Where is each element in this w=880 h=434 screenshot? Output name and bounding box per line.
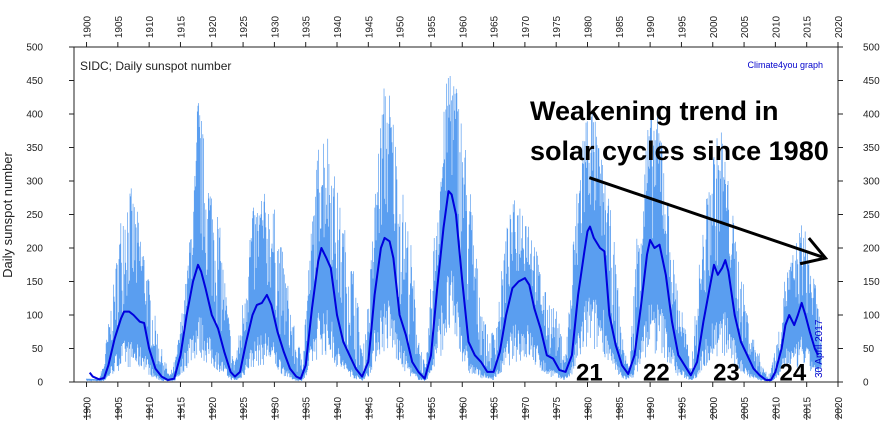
x-tick-label-bottom-1910: 1910 (145, 396, 156, 419)
y-tick-label-right-150: 150 (863, 277, 880, 288)
chart-title: SIDC; Daily sunspot number (80, 59, 231, 73)
y-tick-label-left-350: 350 (26, 143, 43, 154)
x-tick-label-top-1905: 1905 (114, 15, 125, 38)
y-tick-label-right-100: 100 (863, 311, 880, 322)
x-tick-label-bottom-1930: 1930 (270, 396, 281, 419)
x-tick-label-bottom-2000: 2000 (709, 396, 720, 419)
x-tick-label-top-2020: 2020 (834, 15, 845, 38)
y-tick-label-right-450: 450 (863, 76, 880, 87)
x-tick-label-top-1900: 1900 (83, 15, 94, 38)
y-tick-label-right-350: 350 (863, 143, 880, 154)
x-tick-label-top-1930: 1930 (270, 15, 281, 38)
x-tick-label-bottom-1965: 1965 (490, 396, 501, 419)
x-tick-label-bottom-1995: 1995 (677, 396, 688, 419)
y-tick-label-right-50: 50 (863, 344, 875, 355)
x-tick-label-top-1940: 1940 (333, 15, 344, 38)
x-tick-label-top-1945: 1945 (364, 15, 375, 38)
y-tick-label-left-400: 400 (26, 110, 43, 121)
x-tick-label-bottom-2010: 2010 (771, 396, 782, 419)
x-tick-label-top-1990: 1990 (646, 15, 657, 38)
y-tick-label-left-200: 200 (26, 244, 43, 255)
running-mean-line (88, 190, 819, 381)
y-tick-label-left-450: 450 (26, 76, 43, 87)
x-tick-label-top-1980: 1980 (584, 15, 595, 38)
x-tick-label-top-1965: 1965 (490, 15, 501, 38)
x-tick-label-bottom-1915: 1915 (176, 396, 187, 419)
trend-headline-line1: Weakening trend in (530, 96, 779, 126)
x-tick-label-bottom-1990: 1990 (646, 396, 657, 419)
x-tick-label-bottom-1950: 1950 (396, 396, 407, 419)
trend-arrow-shaft (588, 176, 823, 259)
cycle-label-23: 23 (713, 360, 740, 387)
y-tick-label-right-250: 250 (863, 210, 880, 221)
x-tick-label-top-1910: 1910 (145, 15, 156, 38)
y-tick-label-left-250: 250 (26, 210, 43, 221)
x-tick-label-top-1935: 1935 (302, 15, 313, 38)
x-tick-label-bottom-1975: 1975 (552, 396, 563, 419)
x-tick-label-bottom-1960: 1960 (458, 396, 469, 419)
x-tick-label-bottom-1905: 1905 (114, 396, 125, 419)
x-tick-label-top-1960: 1960 (458, 15, 469, 38)
x-tick-label-bottom-1980: 1980 (584, 396, 595, 419)
date-note: 30 April 2017 (814, 319, 825, 378)
axis-ticks (69, 42, 843, 420)
x-tick-label-top-1915: 1915 (176, 15, 187, 38)
x-tick-label-top-1970: 1970 (521, 15, 532, 38)
x-tick-label-top-2015: 2015 (803, 15, 814, 38)
x-tick-label-top-2010: 2010 (771, 15, 782, 38)
y-axis-label: Daily sunspot number (0, 151, 15, 277)
x-tick-label-bottom-1920: 1920 (208, 396, 219, 419)
x-tick-label-bottom-1925: 1925 (239, 396, 250, 419)
trend-headline-line2: solar cycles since 1980 (530, 136, 829, 166)
y-tick-label-right-500: 500 (863, 43, 880, 54)
trend-arrow-head (799, 237, 829, 266)
x-tick-label-top-1950: 1950 (396, 15, 407, 38)
x-tick-label-top-2000: 2000 (709, 15, 720, 38)
x-tick-label-top-1955: 1955 (427, 15, 438, 38)
x-tick-label-bottom-2015: 2015 (803, 396, 814, 419)
x-tick-label-top-1920: 1920 (208, 15, 219, 38)
x-tick-label-top-1995: 1995 (677, 15, 688, 38)
x-tick-label-bottom-1970: 1970 (521, 396, 532, 419)
x-tick-label-bottom-2020: 2020 (834, 396, 845, 419)
cycle-label-24: 24 (780, 360, 807, 387)
y-tick-label-left-50: 50 (32, 344, 44, 355)
x-tick-label-bottom-1935: 1935 (302, 396, 313, 419)
x-tick-label-top-1925: 1925 (239, 15, 250, 38)
y-tick-label-right-200: 200 (863, 244, 880, 255)
y-tick-label-right-400: 400 (863, 110, 880, 121)
y-tick-label-left-0: 0 (37, 378, 43, 389)
cycle-label-22: 22 (643, 360, 670, 387)
x-tick-label-bottom-2005: 2005 (740, 396, 751, 419)
y-tick-label-right-0: 0 (863, 378, 869, 389)
y-tick-label-left-100: 100 (26, 311, 43, 322)
trend-arrow (588, 176, 829, 266)
x-tick-label-top-1985: 1985 (615, 15, 626, 38)
cycle-label-21: 21 (576, 360, 603, 387)
x-tick-label-top-2005: 2005 (740, 15, 751, 38)
x-tick-label-bottom-1955: 1955 (427, 396, 438, 419)
x-tick-label-top-1975: 1975 (552, 15, 563, 38)
running-mean-series (88, 190, 819, 381)
x-tick-label-bottom-1985: 1985 (615, 396, 626, 419)
x-tick-label-bottom-1940: 1940 (333, 396, 344, 419)
x-tick-label-bottom-1945: 1945 (364, 396, 375, 419)
x-tick-label-bottom-1900: 1900 (83, 396, 94, 419)
y-tick-label-left-150: 150 (26, 277, 43, 288)
y-tick-label-left-500: 500 (26, 43, 43, 54)
y-tick-label-left-300: 300 (26, 177, 43, 188)
y-tick-label-right-300: 300 (863, 177, 880, 188)
axis-tick-labels: 1900 1900 1905 1905 1910 1910 1915 1915 1920 1920… (26, 15, 880, 419)
chart-credit: Climate4you graph (747, 60, 823, 70)
